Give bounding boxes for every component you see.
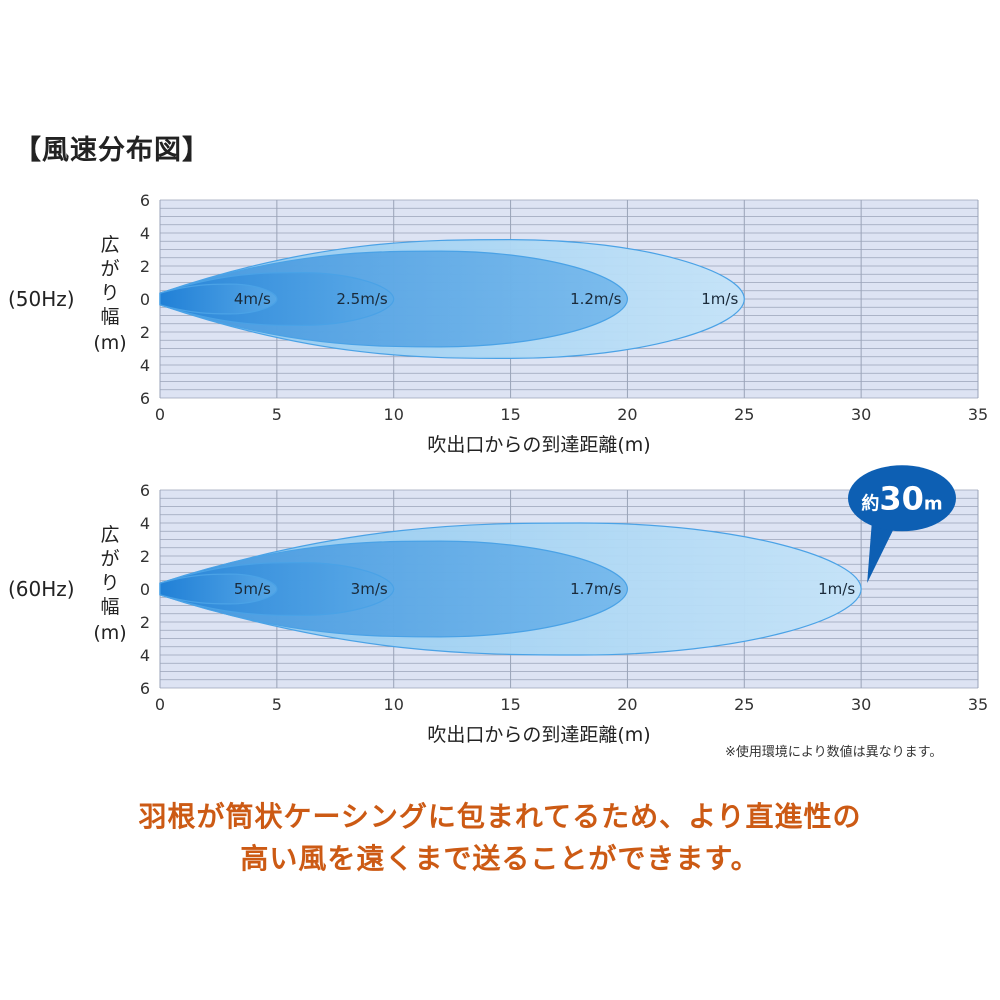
x-tick-label: 10 bbox=[384, 405, 404, 424]
x-axis-label: 吹出口からの到達距離(m) bbox=[427, 434, 650, 456]
x-tick-label: 25 bbox=[734, 695, 754, 714]
plume-label: 1.7m/s bbox=[570, 580, 622, 598]
y-tick-label: 4 bbox=[140, 356, 150, 375]
y-tick-label: 2 bbox=[140, 547, 150, 566]
wind-speed-chart-50hz: 1m/s1.2m/s2.5m/s4m/s0 5 10 15 20 25 30 35642024… bbox=[8, 191, 988, 456]
plume-label: 4m/s bbox=[234, 290, 271, 308]
plume-4m-s bbox=[159, 283, 278, 315]
y-tick-label: 4 bbox=[140, 646, 150, 665]
y-tick-label: 6 bbox=[140, 679, 150, 698]
y-tick-label: 2 bbox=[140, 323, 150, 342]
y-axis-label-char: が bbox=[100, 258, 119, 280]
x-axis-label: 吹出口からの到達距離(m) bbox=[427, 724, 650, 746]
message-line-1: 羽根が筒状ケーシングに包まれてるため、より直進性の bbox=[138, 800, 862, 833]
x-tick-label: 0 bbox=[155, 405, 165, 424]
wind-speed-chart-60hz: 1m/s1.7m/s3m/s5m/s0 5 10 15 20 25 30 356420246吹… bbox=[8, 465, 988, 746]
y-tick-label: 6 bbox=[140, 191, 150, 210]
x-tick-label: 35 bbox=[968, 695, 988, 714]
y-axis-label-char: 幅 bbox=[100, 596, 119, 618]
y-tick-label: 6 bbox=[140, 389, 150, 408]
y-axis-label-char: 広 bbox=[100, 524, 119, 546]
y-axis-label-char: 幅 bbox=[100, 306, 119, 328]
usage-note: ※使用環境により数値は異なります。 bbox=[725, 745, 943, 760]
plume-label: 2.5m/s bbox=[336, 290, 388, 308]
y-tick-label: 2 bbox=[140, 613, 150, 632]
plume-label: 5m/s bbox=[234, 580, 271, 598]
x-tick-label: 10 bbox=[384, 695, 404, 714]
plume-label: 1m/s bbox=[818, 580, 855, 598]
x-tick-label: 30 bbox=[851, 405, 871, 424]
x-tick-label: 15 bbox=[500, 405, 520, 424]
x-tick-label: 15 bbox=[500, 695, 520, 714]
callout-tail bbox=[867, 520, 894, 583]
y-tick-label: 4 bbox=[140, 514, 150, 533]
y-axis-label-char: 広 bbox=[100, 234, 119, 256]
x-tick-label: 20 bbox=[617, 695, 637, 714]
callout-bubble bbox=[848, 465, 956, 532]
y-tick-label: 0 bbox=[140, 580, 150, 599]
frequency-label: (50Hz) bbox=[8, 287, 75, 311]
x-tick-label: 35 bbox=[968, 405, 988, 424]
x-tick-label: 5 bbox=[272, 405, 282, 424]
page-title: 【風速分布図】 bbox=[14, 135, 210, 166]
y-axis-label-char: り bbox=[100, 572, 119, 594]
y-tick-label: 6 bbox=[140, 481, 150, 500]
frequency-label: (60Hz) bbox=[8, 577, 75, 601]
y-axis-label-unit: (m) bbox=[93, 332, 126, 354]
reach-callout: 約30m bbox=[848, 465, 956, 583]
y-axis-label-char: が bbox=[100, 548, 119, 570]
plume-5m-s bbox=[159, 573, 278, 605]
x-tick-label: 20 bbox=[617, 405, 637, 424]
plume-label: 1m/s bbox=[701, 290, 738, 308]
message-line-2: 高い風を遠くまで送ることができます。 bbox=[240, 842, 760, 875]
x-tick-label: 25 bbox=[734, 405, 754, 424]
y-axis-label-unit: (m) bbox=[93, 622, 126, 644]
y-tick-label: 0 bbox=[140, 290, 150, 309]
y-tick-label: 4 bbox=[140, 224, 150, 243]
x-tick-label: 30 bbox=[851, 695, 871, 714]
x-tick-label: 0 bbox=[155, 695, 165, 714]
callout-text: 約30m bbox=[861, 479, 942, 517]
plume-label: 3m/s bbox=[351, 580, 388, 598]
plume-label: 1.2m/s bbox=[570, 290, 622, 308]
y-axis-label-char: り bbox=[100, 282, 119, 304]
x-tick-label: 5 bbox=[272, 695, 282, 714]
y-tick-label: 2 bbox=[140, 257, 150, 276]
